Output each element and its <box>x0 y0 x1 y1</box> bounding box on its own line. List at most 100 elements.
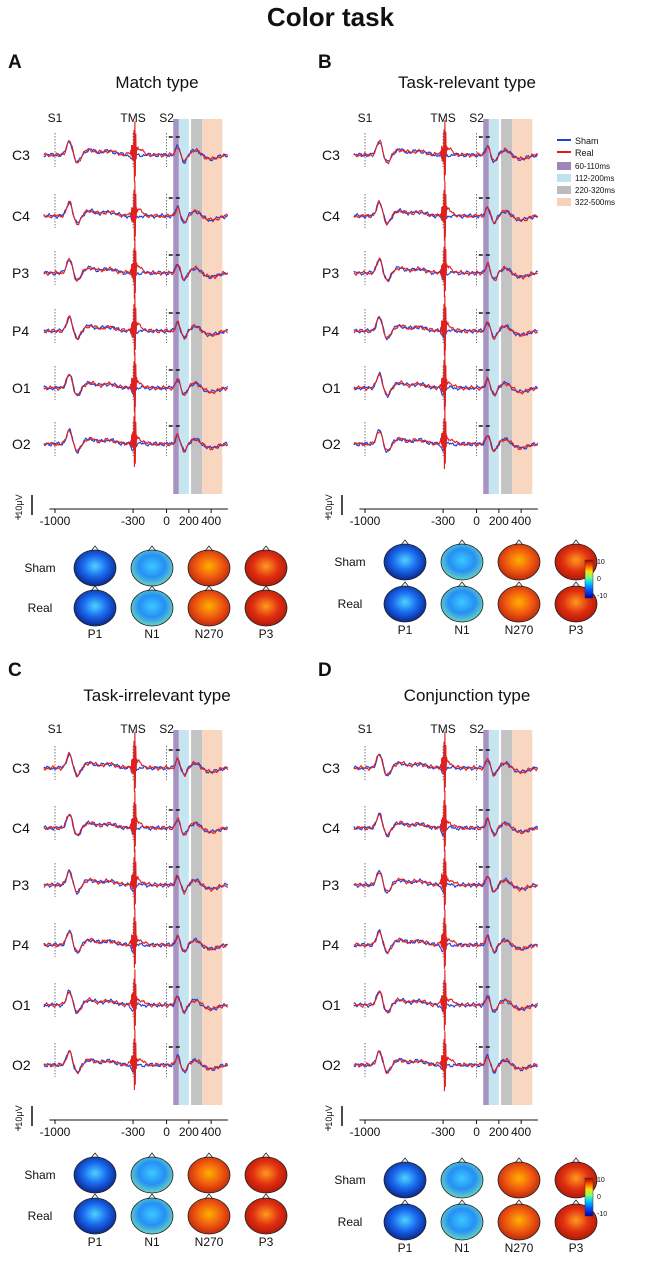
topo-map <box>497 1203 541 1241</box>
topo-nose <box>514 539 524 546</box>
topo-component-p1: P1 <box>398 623 413 637</box>
topo-nose <box>400 1157 410 1164</box>
trace-real-p3 <box>353 849 538 910</box>
channel-label-o2: O2 <box>322 436 341 452</box>
trace-real-o1 <box>43 351 228 413</box>
event-label-tms: TMS <box>120 722 145 736</box>
x-tick-label: 200 <box>179 514 199 528</box>
event-label-s2: S2 <box>469 722 484 736</box>
legend-swatch-1 <box>557 174 571 182</box>
window-3 <box>512 730 533 1105</box>
topo-component-n1: N1 <box>454 1241 470 1255</box>
legend-label-real: Real <box>575 148 594 158</box>
channel-label-p3: P3 <box>322 877 339 893</box>
x-tick-label: 400 <box>201 514 221 528</box>
panel-B: S1 TMS S2 C3 C4 P3 P4 O1 O2 -1000 -300 0 200 400 10μV+… <box>322 111 607 637</box>
topo-nose <box>457 1157 467 1164</box>
topo-nose <box>204 545 214 552</box>
x-tick-label: -300 <box>431 1125 455 1139</box>
topo-nose <box>261 1152 271 1159</box>
window-2 <box>191 730 203 1105</box>
legend-swatch-2 <box>557 186 571 194</box>
channel-label-p3: P3 <box>12 877 29 893</box>
channel-label-p4: P4 <box>12 937 29 953</box>
event-label-s1: S1 <box>358 111 373 125</box>
legend-window-label-2: 220-320ms <box>575 186 615 195</box>
topo-nose <box>261 585 271 592</box>
channel-label-c4: C4 <box>322 820 340 836</box>
topo-map <box>497 585 541 623</box>
topo-map <box>130 589 174 627</box>
channel-label-o2: O2 <box>12 1057 31 1073</box>
topo-nose <box>204 1152 214 1159</box>
channel-label-o2: O2 <box>12 436 31 452</box>
window-3 <box>202 730 223 1105</box>
channel-label-p4: P4 <box>322 937 339 953</box>
x-tick-label: -1000 <box>40 514 71 528</box>
topo-map <box>244 1197 288 1235</box>
topo-nose <box>261 1193 271 1200</box>
trace-real-p3 <box>43 848 229 910</box>
trace-real-p3 <box>353 235 538 298</box>
channel-label-c3: C3 <box>12 760 30 776</box>
channel-label-o1: O1 <box>12 380 31 396</box>
trace-real-p4 <box>353 295 539 356</box>
panel-title-b: Task-relevant type <box>398 73 536 92</box>
trace-real-c4 <box>43 180 229 241</box>
trace-real-o2 <box>43 406 228 468</box>
window-1 <box>179 730 189 1105</box>
channel-label-c4: C4 <box>12 208 30 224</box>
channel-label-c4: C4 <box>322 208 340 224</box>
topo-nose <box>514 1157 524 1164</box>
x-tick-label: -1000 <box>40 1125 71 1139</box>
topo-nose <box>90 545 100 552</box>
topo-nose <box>457 581 467 588</box>
channel-label-o1: O1 <box>322 997 341 1013</box>
window-0 <box>483 119 489 494</box>
channel-label-p4: P4 <box>12 323 29 339</box>
topo-nose <box>90 585 100 592</box>
trace-real-p4 <box>353 909 539 969</box>
topo-map <box>244 549 288 587</box>
x-tick-label: 0 <box>163 514 170 528</box>
colorbar <box>584 559 594 599</box>
legend-window-label-3: 322-500ms <box>575 198 615 207</box>
topo-component-p3: P3 <box>259 627 274 641</box>
topo-component-n270: N270 <box>195 1235 224 1249</box>
topo-component-p3: P3 <box>259 1235 274 1249</box>
legend-swatch-0 <box>557 162 571 170</box>
x-tick-label: 400 <box>511 514 531 528</box>
event-label-s1: S1 <box>48 111 63 125</box>
event-label-s2: S2 <box>469 111 484 125</box>
topo-nose <box>261 545 271 552</box>
colorbar-mid: 0 <box>597 576 601 583</box>
channel-label-o2: O2 <box>322 1057 341 1073</box>
topo-nose <box>457 539 467 546</box>
topo-row-label-real: Real <box>28 1209 53 1223</box>
scale-polarity: + <box>14 1121 21 1135</box>
topo-map <box>73 1197 117 1235</box>
colorbar-mid: 0 <box>597 1194 601 1201</box>
trace-real-o2 <box>43 1029 228 1091</box>
scale-label: 10μV <box>324 494 334 515</box>
trace-real-o1 <box>353 969 539 1031</box>
topo-nose <box>457 1199 467 1206</box>
topo-nose <box>204 1193 214 1200</box>
x-tick-label: 0 <box>163 1125 170 1139</box>
topo-row-label-sham: Sham <box>334 1173 365 1187</box>
channel-label-p3: P3 <box>12 265 29 281</box>
topo-row-label-sham: Sham <box>24 561 55 575</box>
topo-row-label-sham: Sham <box>334 555 365 569</box>
window-3 <box>202 119 223 494</box>
trace-real-p3 <box>43 237 228 299</box>
window-0 <box>173 119 179 494</box>
channel-label-c3: C3 <box>322 147 340 163</box>
topo-row-label-real: Real <box>338 1215 363 1229</box>
trace-real-c3 <box>43 121 229 182</box>
x-tick-label: -300 <box>121 1125 145 1139</box>
topo-map <box>73 1156 117 1194</box>
topo-nose <box>147 545 157 552</box>
x-tick-label: 400 <box>511 1125 531 1139</box>
x-tick-label: 200 <box>489 514 509 528</box>
topo-map <box>440 543 484 581</box>
